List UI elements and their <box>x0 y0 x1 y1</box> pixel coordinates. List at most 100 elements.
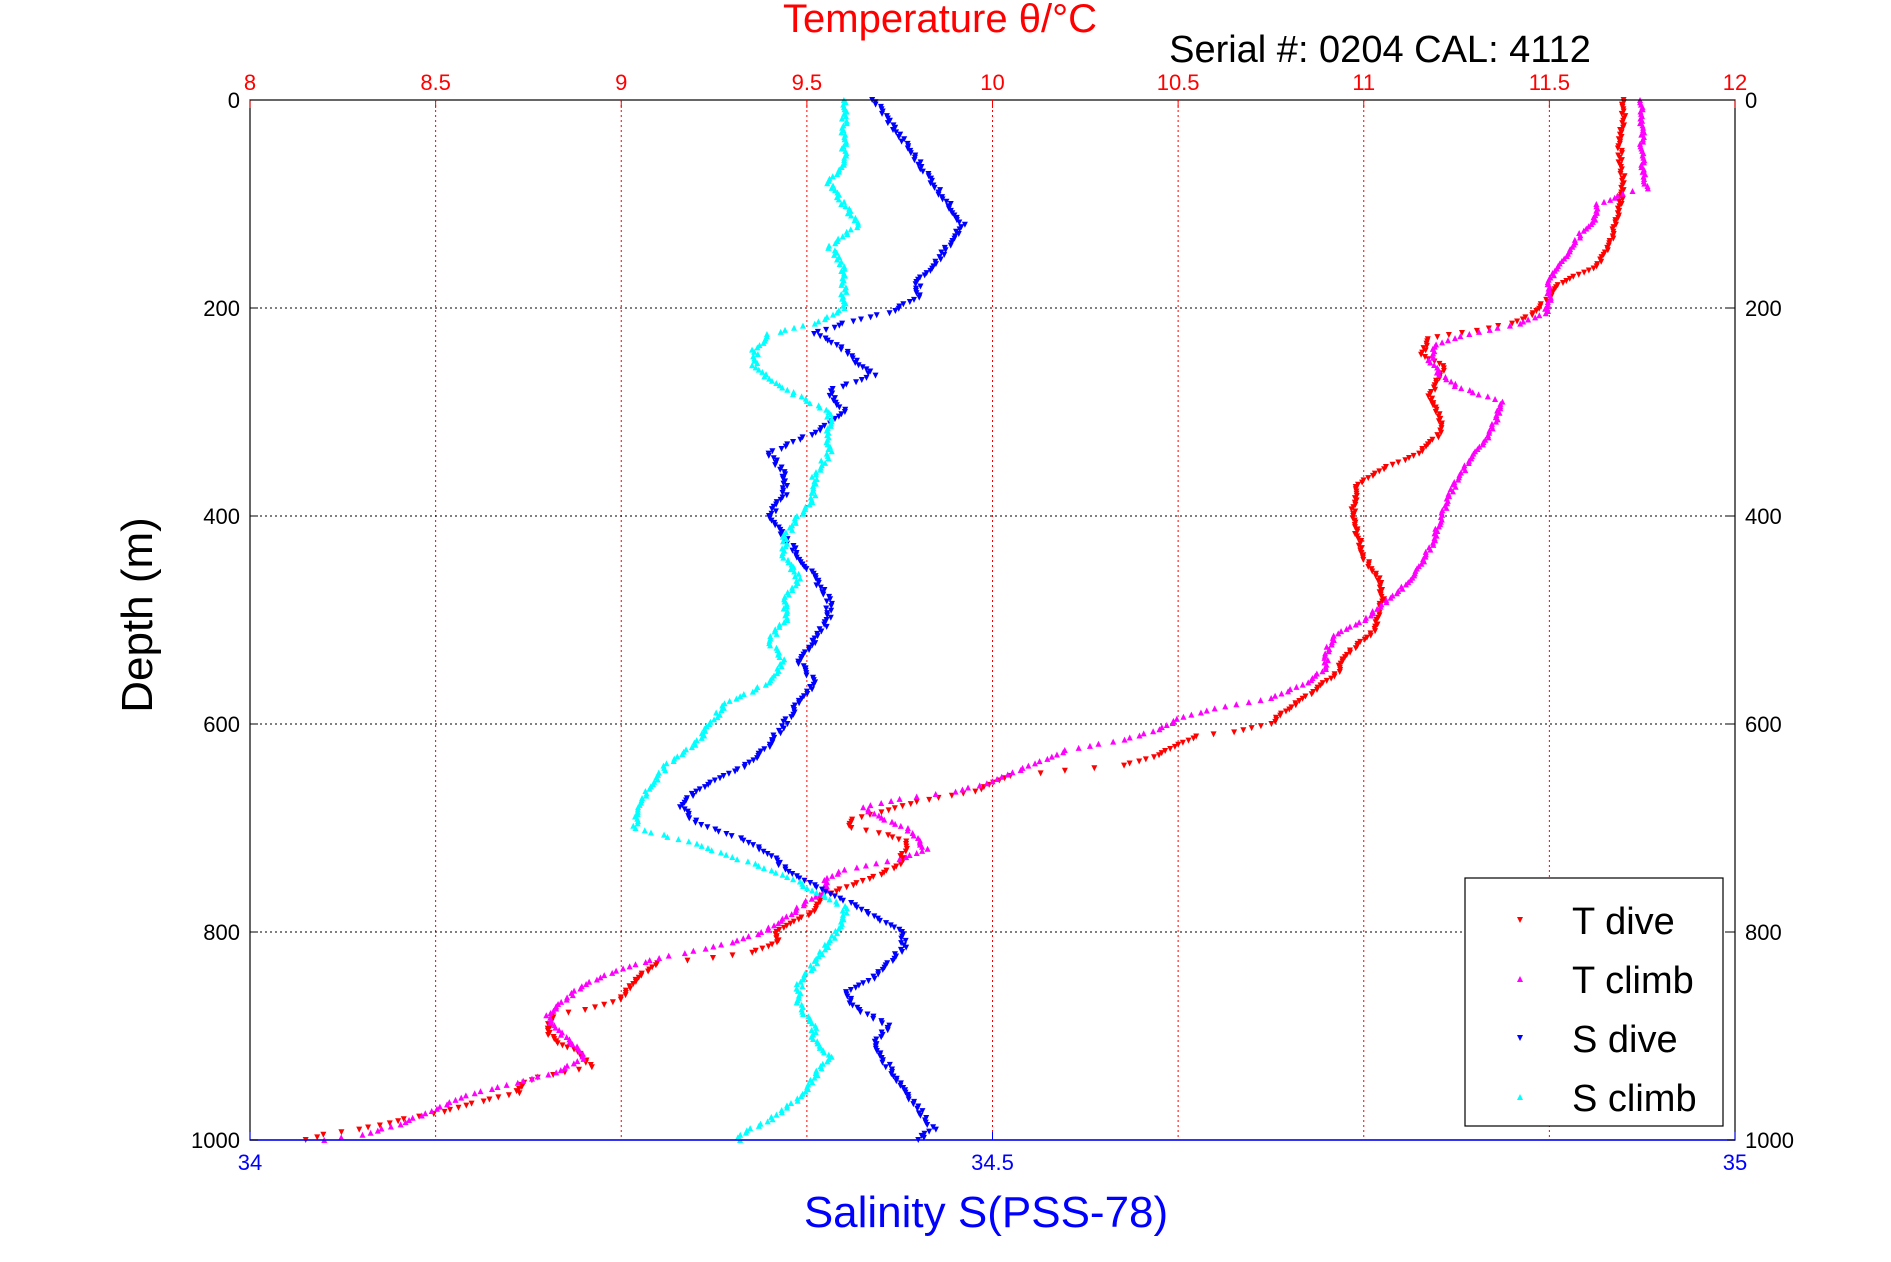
data-point <box>622 992 629 999</box>
data-point <box>790 876 797 883</box>
data-point <box>826 392 833 399</box>
data-point <box>828 603 835 610</box>
data-point <box>698 734 705 741</box>
data-point <box>797 575 804 582</box>
data-point <box>638 972 645 979</box>
data-point <box>1180 713 1187 720</box>
data-point <box>824 180 831 187</box>
data-point <box>1240 727 1247 734</box>
data-point <box>1577 234 1584 241</box>
data-point <box>1436 360 1443 367</box>
data-point <box>1445 332 1452 339</box>
serial-calibration-label: Serial #: 0204 CAL: 4112 <box>1169 29 1591 71</box>
data-point <box>843 108 850 115</box>
data-point <box>1197 709 1204 716</box>
data-point <box>828 607 835 614</box>
data-point <box>1619 196 1626 203</box>
data-point <box>784 721 791 727</box>
data-point <box>854 224 861 231</box>
data-point <box>1580 227 1587 234</box>
data-point <box>1520 318 1527 325</box>
data-point <box>1547 296 1554 303</box>
data-point <box>737 693 744 700</box>
data-point <box>839 233 846 240</box>
data-point <box>580 1055 587 1062</box>
data-point <box>706 721 713 727</box>
data-point <box>674 753 681 760</box>
data-point <box>634 820 641 827</box>
data-point <box>842 113 849 120</box>
data-point <box>828 932 835 939</box>
data-point <box>1410 452 1417 459</box>
data-point <box>873 1048 880 1055</box>
data-point <box>626 963 633 970</box>
data-point <box>943 198 950 205</box>
data-point <box>892 820 899 827</box>
data-point <box>690 793 697 800</box>
data-point <box>858 377 865 384</box>
data-point <box>1393 590 1400 597</box>
data-point <box>813 1024 820 1031</box>
data-point <box>1369 472 1376 479</box>
data-point <box>663 760 670 767</box>
data-point <box>849 1002 856 1009</box>
data-point <box>705 781 712 788</box>
data-point <box>641 827 648 834</box>
data-point <box>1032 760 1039 767</box>
data-point <box>843 909 850 916</box>
data-point <box>783 492 790 499</box>
data-point <box>367 1129 374 1136</box>
data-point <box>1451 383 1458 389</box>
depth-tick-label-left: 1000 <box>191 1128 240 1153</box>
data-point <box>740 690 747 697</box>
data-point <box>643 792 650 799</box>
data-point <box>809 642 816 649</box>
salinity-axis-title: Salinity S(PSS-78) <box>804 1188 1168 1237</box>
data-point <box>812 480 819 487</box>
data-point <box>752 860 759 867</box>
data-point <box>853 379 860 386</box>
data-point <box>787 920 794 927</box>
series-s-climb <box>630 97 862 1143</box>
data-point <box>867 802 874 809</box>
data-point <box>593 976 600 983</box>
data-point <box>907 150 914 157</box>
data-point <box>556 1027 563 1034</box>
data-point <box>834 930 841 937</box>
data-point <box>899 803 906 810</box>
data-point <box>801 877 808 884</box>
data-point <box>911 296 918 303</box>
data-point <box>1431 361 1438 368</box>
data-point <box>1140 730 1147 737</box>
data-point <box>1421 354 1428 361</box>
data-point <box>761 746 768 753</box>
data-point <box>553 1069 560 1076</box>
data-point <box>873 312 880 319</box>
data-point <box>890 1073 897 1080</box>
data-point <box>931 184 938 191</box>
depth-tick-label-left: 200 <box>203 296 240 321</box>
data-point <box>779 489 786 496</box>
data-point <box>1190 735 1197 742</box>
data-point <box>768 377 775 384</box>
data-point <box>1365 563 1372 570</box>
data-point <box>926 796 933 803</box>
data-point <box>1335 630 1342 637</box>
data-point <box>812 640 819 647</box>
data-point <box>878 809 885 816</box>
data-point <box>794 987 801 994</box>
data-point <box>766 375 773 382</box>
data-point <box>792 573 799 580</box>
data-point <box>534 1073 541 1080</box>
data-point <box>692 741 699 748</box>
data-point <box>827 596 834 603</box>
data-point <box>947 242 954 249</box>
depth-tick-label-left: 800 <box>203 920 240 945</box>
salinity-tick-label: 34.5 <box>971 1150 1014 1175</box>
data-point <box>853 864 860 871</box>
data-point <box>803 566 810 573</box>
data-point <box>896 926 903 933</box>
data-point <box>886 1061 893 1068</box>
data-point <box>813 889 820 896</box>
data-point <box>1188 711 1195 718</box>
